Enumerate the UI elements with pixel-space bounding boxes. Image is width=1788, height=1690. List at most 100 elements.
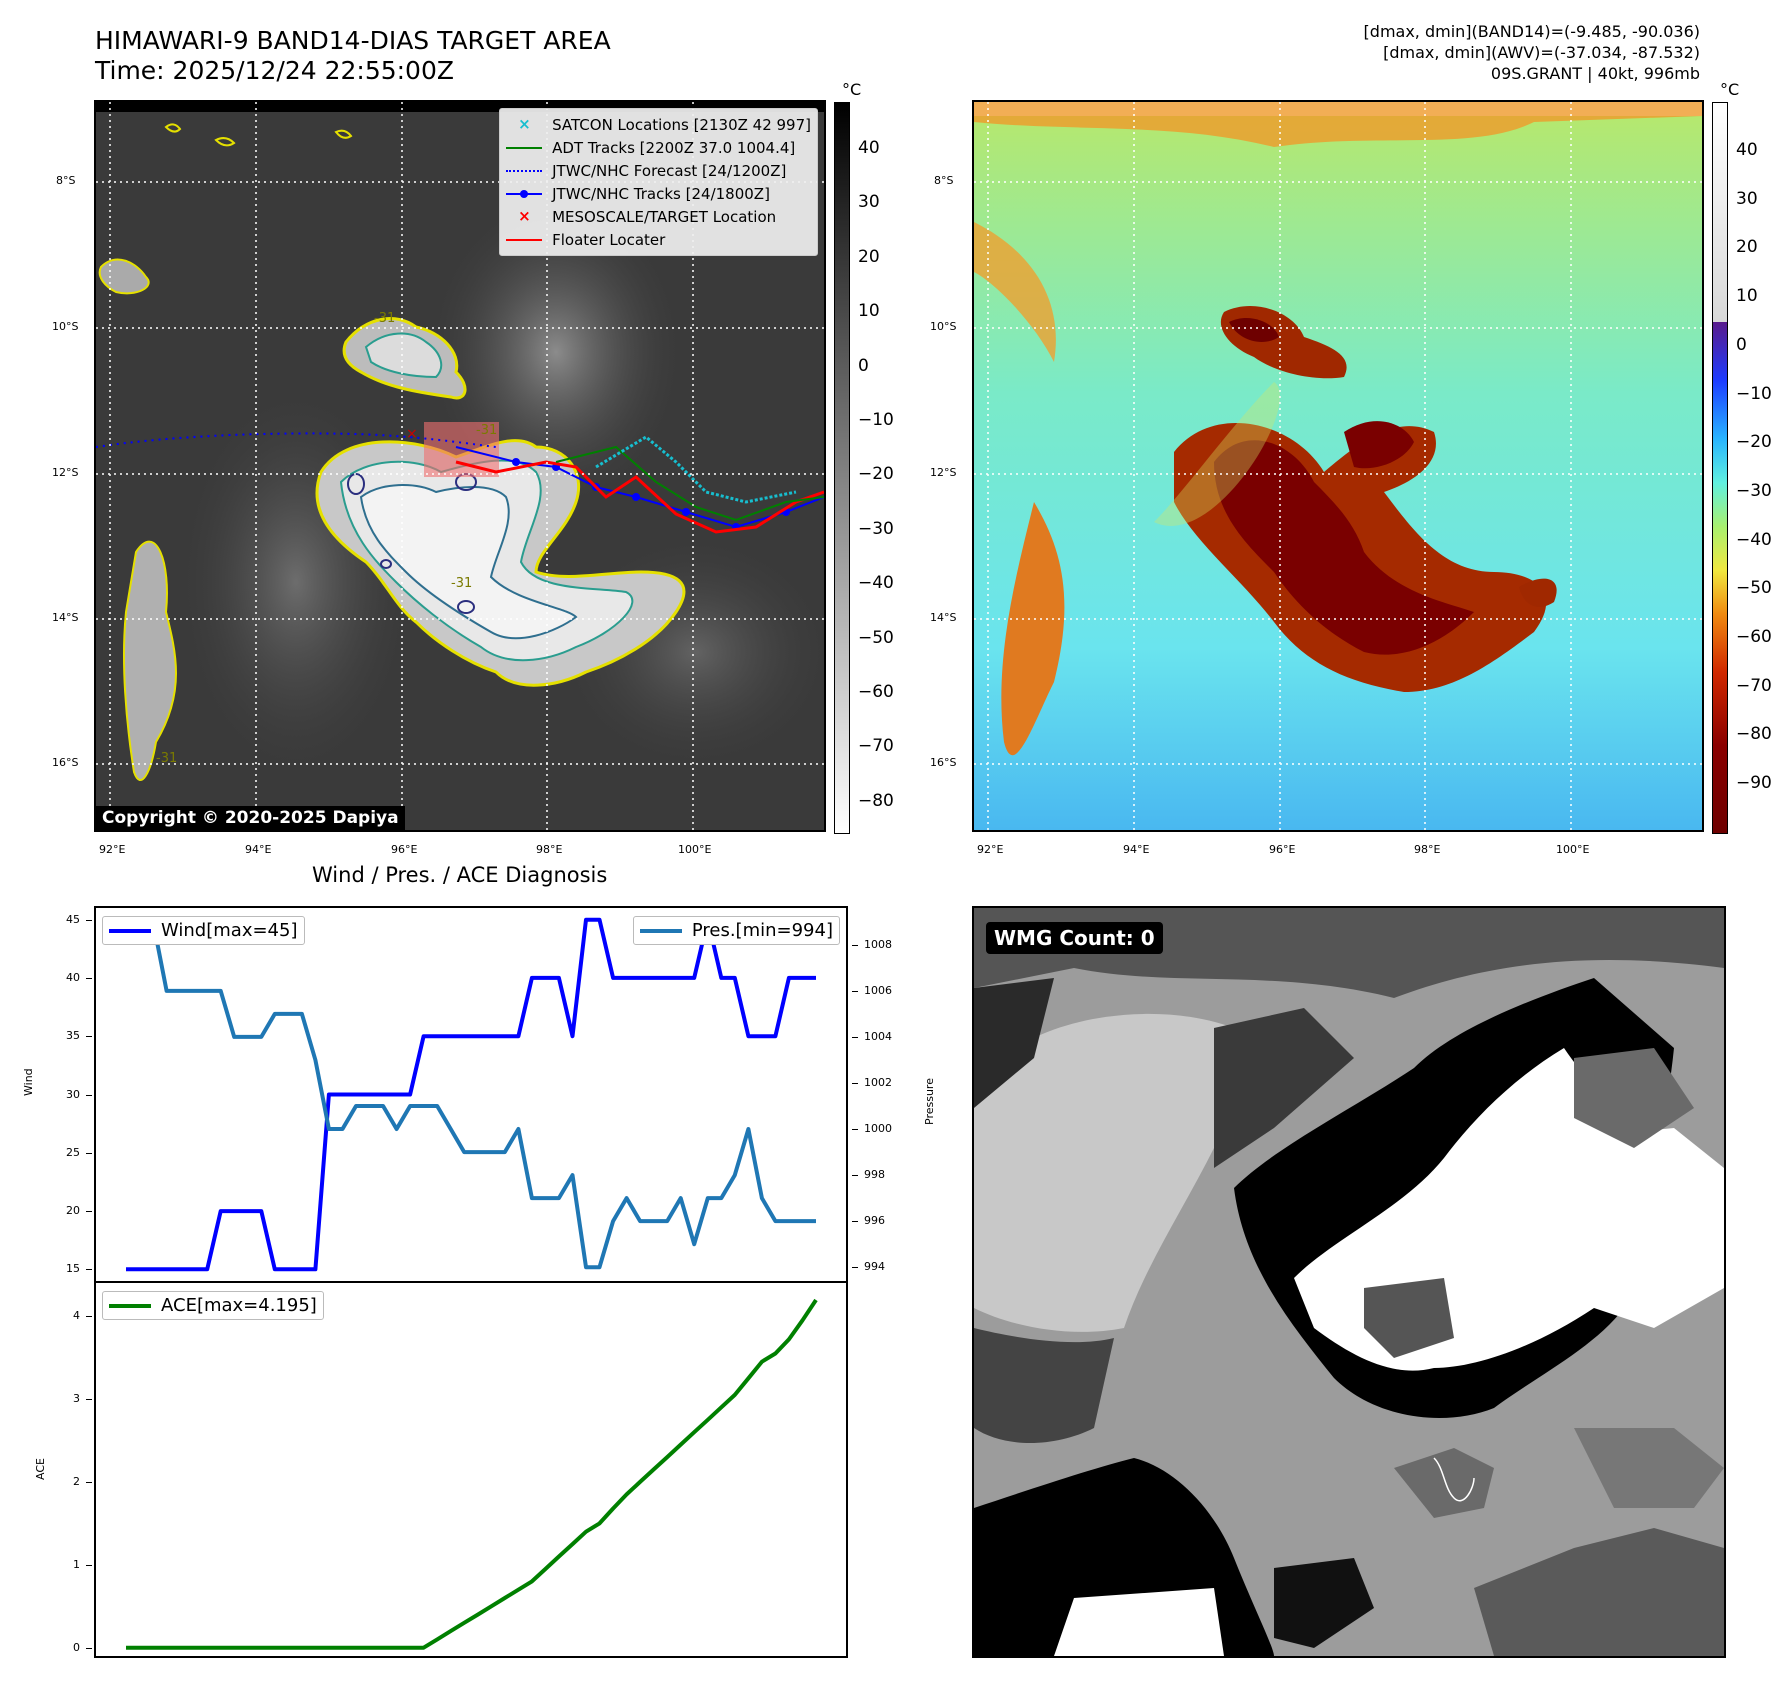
colorbar-tick-label: −80 — [1736, 724, 1772, 745]
axis-tick-label: 1008 — [864, 937, 892, 951]
colorbar-tick-label: −50 — [1736, 578, 1772, 599]
figure-title: HIMAWARI-9 BAND14-DIAS TARGET AREA — [95, 26, 611, 55]
target-box — [424, 422, 499, 477]
axis-tick-mark — [86, 1399, 92, 1401]
lon-label: 100°E — [1556, 843, 1590, 856]
diagnosis-title: Wind / Pres. / ACE Diagnosis — [312, 863, 608, 887]
axis-tick-mark — [86, 1269, 92, 1271]
lat-label: 12°S — [930, 466, 957, 479]
pressure-legend-line-icon — [639, 928, 682, 933]
axis-tick-mark — [852, 1082, 858, 1084]
colorbar-tick-label: −20 — [858, 464, 894, 485]
awv-colorbar-unit: °C — [1720, 80, 1740, 99]
series-line — [126, 917, 816, 1272]
colorbar-tick-label: −80 — [858, 790, 894, 811]
colorbar-tick-label: 30 — [1736, 188, 1758, 209]
colorbar-tick-label: 30 — [858, 192, 880, 213]
colorbar-tick-label: −90 — [1736, 773, 1772, 794]
colorbar-tick-label: 20 — [1736, 237, 1758, 258]
adt-track-line — [555, 445, 824, 522]
colorbar-tick-label: −70 — [1736, 675, 1772, 696]
awv-map-image — [974, 102, 1702, 830]
ace-legend: ACE[max=4.195] — [102, 1291, 324, 1320]
axis-tick-mark — [852, 1221, 858, 1223]
ir-legend: × SATCON Locations [2130Z 42 997] ADT Tra… — [499, 108, 818, 256]
axis-tick-mark — [86, 1211, 92, 1213]
lon-label: 92°E — [977, 843, 1004, 856]
lon-label: 92°E — [99, 843, 126, 856]
axis-tick-label: 1000 — [864, 1122, 892, 1136]
wind-axis-label: Wind — [22, 1068, 35, 1096]
awv-map-panel — [972, 100, 1704, 832]
lat-label: 16°S — [930, 756, 957, 769]
colorbar-tick-label: −60 — [1736, 627, 1772, 647]
axis-tick-label: 1 — [73, 1557, 80, 1571]
lon-label: 100°E — [678, 843, 712, 856]
ace-legend-line-icon — [109, 1303, 151, 1308]
colorbar-tick-label: 0 — [858, 355, 869, 376]
colorbar-tick-label: 0 — [1736, 334, 1747, 355]
info-awv: [dmax, dmin](AWV)=(-37.034, -87.532) — [1383, 43, 1700, 62]
axis-tick-label: 998 — [864, 1168, 885, 1182]
axis-tick-label: 1006 — [864, 983, 892, 997]
axis-tick-mark — [86, 1564, 92, 1566]
floater-track-line — [455, 460, 824, 534]
wmg-image — [974, 908, 1724, 1656]
pressure-legend-label: Pres.[min=994] — [691, 920, 833, 941]
axis-tick-mark — [852, 944, 858, 946]
lat-label: 14°S — [930, 611, 957, 624]
figure-time: Time: 2025/12/24 22:55:00Z — [95, 56, 454, 85]
colorbar-tick-label: −30 — [1736, 480, 1772, 501]
wind-pressure-plot — [126, 917, 816, 1272]
axis-tick-mark — [852, 1036, 858, 1038]
axis-tick-label: 4 — [73, 1309, 80, 1323]
axis-tick-label: 40 — [66, 970, 80, 984]
colorbar-tick-label: −40 — [858, 573, 894, 594]
colorbar-tick-label: −40 — [1736, 529, 1772, 550]
axis-tick-mark — [852, 1267, 858, 1269]
awv-colorbar — [1712, 102, 1728, 834]
legend-label: Floater Locater — [552, 230, 666, 249]
axis-tick-mark — [852, 990, 858, 992]
lat-label: 12°S — [52, 466, 79, 479]
contour-label: -31 — [374, 311, 395, 326]
lat-label: 8°S — [56, 174, 76, 187]
pressure-legend: Pres.[min=994] — [632, 916, 840, 945]
colorbar-tick-label: −60 — [858, 682, 894, 702]
wind-legend-line-icon — [109, 928, 151, 933]
lat-label: 10°S — [930, 320, 957, 333]
awv-grid — [974, 102, 1702, 830]
contour-label: -31 — [451, 576, 472, 591]
colorbar-tick-label: 10 — [1736, 286, 1758, 307]
wmg-panel: WMG Count: 0 — [972, 906, 1726, 1658]
axis-tick-label: 30 — [66, 1087, 80, 1101]
axis-tick-label: 45 — [66, 912, 80, 926]
wind-legend: Wind[max=45] — [102, 916, 305, 945]
axis-tick-label: 0 — [73, 1640, 80, 1654]
axis-tick-mark — [86, 919, 92, 921]
axis-tick-mark — [852, 1175, 858, 1177]
colorbar-tick-label: −70 — [858, 736, 894, 757]
wmg-count-label: WMG Count: 0 — [986, 922, 1163, 954]
green-line-icon — [506, 141, 543, 155]
series-line — [126, 919, 816, 1270]
lon-label: 96°E — [391, 843, 418, 856]
ace-plot — [126, 1298, 818, 1650]
axis-tick-label: 3 — [73, 1392, 80, 1406]
forecast-track-line — [96, 432, 497, 448]
axis-tick-label: 35 — [66, 1029, 80, 1043]
axis-tick-label: 996 — [864, 1214, 885, 1228]
axis-tick-mark — [86, 1316, 92, 1318]
axis-tick-label: 2 — [73, 1474, 80, 1488]
axis-tick-mark — [86, 1152, 92, 1154]
blue-dotted-line-icon — [506, 164, 543, 178]
red-line-icon — [506, 233, 543, 247]
cyan-x-icon: × — [518, 114, 531, 133]
legend-label: JTWC/NHC Forecast [24/1200Z] — [552, 161, 787, 180]
axis-tick-label: 15 — [66, 1262, 80, 1276]
colorbar-tick-label: −50 — [858, 627, 894, 648]
axis-tick-label: 25 — [66, 1145, 80, 1159]
colorbar-tick-label: −10 — [1736, 383, 1772, 404]
colorbar-tick-label: −10 — [858, 410, 894, 430]
colorbar-tick-label: −30 — [858, 518, 894, 539]
